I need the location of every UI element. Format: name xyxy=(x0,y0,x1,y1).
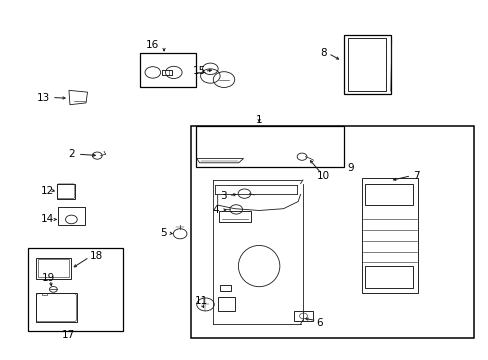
Bar xyxy=(38,259,69,277)
Text: 10: 10 xyxy=(316,171,329,181)
Bar xyxy=(294,311,312,320)
Bar xyxy=(347,38,385,91)
Text: 17: 17 xyxy=(61,330,75,340)
Bar xyxy=(57,184,75,199)
Text: 1: 1 xyxy=(255,115,262,125)
Text: 8: 8 xyxy=(320,48,326,58)
Bar xyxy=(365,266,412,288)
Bar xyxy=(190,126,473,338)
Bar xyxy=(27,248,122,330)
Text: 12: 12 xyxy=(41,186,54,196)
Bar xyxy=(344,35,390,94)
Bar xyxy=(217,297,234,311)
Text: 11: 11 xyxy=(194,296,207,306)
Bar xyxy=(161,69,172,75)
Bar xyxy=(140,53,195,87)
Text: 3: 3 xyxy=(220,191,226,201)
Text: 4: 4 xyxy=(212,205,219,215)
Bar xyxy=(220,285,230,291)
Text: 7: 7 xyxy=(412,171,419,181)
Bar xyxy=(361,178,417,293)
Bar xyxy=(36,293,77,321)
Bar xyxy=(365,184,412,205)
Text: 9: 9 xyxy=(347,163,354,173)
Text: 6: 6 xyxy=(316,318,323,328)
Bar xyxy=(219,211,250,222)
Text: 16: 16 xyxy=(146,40,159,50)
Bar xyxy=(58,207,85,225)
Text: 15: 15 xyxy=(193,66,206,76)
Text: 5: 5 xyxy=(160,228,167,238)
Text: 13: 13 xyxy=(37,93,50,103)
Bar xyxy=(195,126,344,167)
Text: 2: 2 xyxy=(68,149,75,159)
Text: 14: 14 xyxy=(41,215,54,224)
Text: 19: 19 xyxy=(42,273,55,283)
Text: 18: 18 xyxy=(89,251,102,261)
Bar xyxy=(36,258,71,279)
